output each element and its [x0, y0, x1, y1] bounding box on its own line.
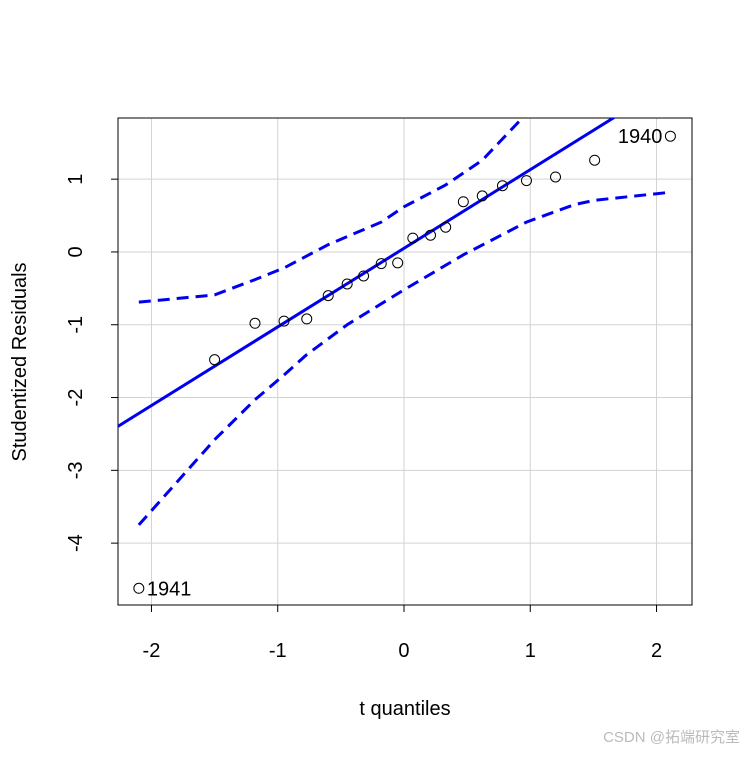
- data-point: [589, 154, 601, 166]
- data-point: [358, 270, 370, 282]
- watermark: CSDN @拓端研究室: [603, 729, 740, 746]
- plot-frame: [117, 117, 693, 606]
- data-point: [425, 229, 437, 241]
- data-point: [520, 175, 532, 187]
- data-point: [476, 190, 488, 202]
- data-point: [209, 354, 221, 366]
- data-point: [457, 196, 469, 208]
- data-point: [249, 317, 261, 329]
- y-tick-label: -2: [65, 389, 87, 407]
- point-label: 1940: [618, 126, 663, 148]
- data-point: [341, 278, 353, 290]
- y-tick-label: 0: [65, 246, 87, 257]
- y-tick-label: -1: [65, 316, 87, 334]
- confidence-band: [137, 190, 671, 526]
- data-point: [392, 257, 404, 269]
- reference-line: [118, 118, 617, 428]
- y-tick-label: 1: [65, 174, 87, 185]
- data-point: [440, 221, 452, 233]
- y-tick-label: -4: [65, 534, 87, 552]
- data-point: [407, 232, 419, 244]
- x-axis-label: t quantiles: [359, 698, 450, 720]
- data-point: [322, 290, 334, 302]
- data-point: [375, 258, 387, 270]
- x-tick-label: 2: [651, 640, 662, 662]
- x-tick-label: 0: [398, 640, 409, 662]
- x-tick-label: 1: [525, 640, 536, 662]
- data-point: [278, 315, 290, 327]
- point-label: 1941: [147, 578, 192, 600]
- data-point: [496, 180, 508, 192]
- x-tick-label: -2: [143, 640, 161, 662]
- data-point: [550, 171, 562, 183]
- data-point: [664, 130, 676, 142]
- x-tick-label: -1: [269, 640, 287, 662]
- confidence-band: [138, 118, 525, 304]
- data-point: [133, 582, 145, 594]
- data-point: [301, 313, 313, 325]
- y-axis-label: Studentized Residuals: [9, 262, 31, 461]
- y-tick-label: -3: [65, 461, 87, 479]
- plot-area: [118, 118, 671, 526]
